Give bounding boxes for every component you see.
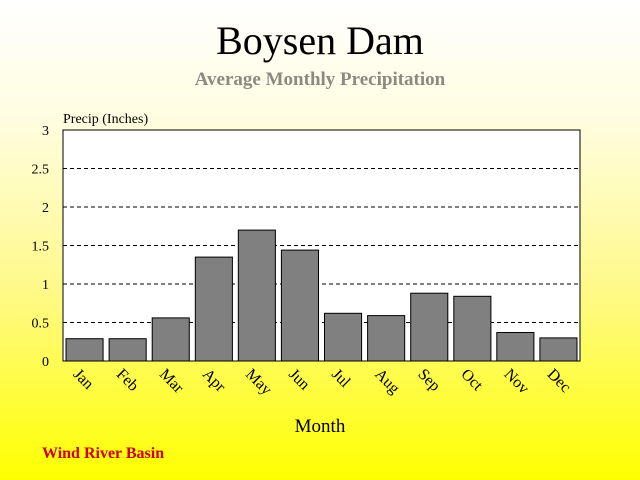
- bar-sep: [410, 292, 449, 362]
- x-tick-label-may: May: [242, 366, 275, 399]
- bar-jan: [65, 338, 104, 362]
- x-tick-label-aug: Aug: [371, 366, 403, 398]
- x-tick-label-mar: Mar: [156, 366, 187, 397]
- x-tick-label-nov: Nov: [501, 366, 533, 398]
- bar-jul: [324, 312, 363, 362]
- bar-apr: [194, 256, 233, 362]
- x-tick-label-jun: Jun: [285, 366, 313, 394]
- bar-nov: [496, 332, 535, 362]
- y-tick-label: 2.5: [32, 163, 50, 178]
- x-tick-label-sep: Sep: [414, 366, 443, 395]
- x-axis-label: Month: [295, 416, 346, 437]
- basin-label: Wind River Basin: [42, 445, 165, 462]
- y-tick-label: 0: [42, 355, 49, 370]
- x-tick-label-feb: Feb: [113, 366, 142, 395]
- chart-subtitle: Average Monthly Precipitation: [194, 69, 446, 90]
- y-tick-label: 2: [42, 201, 49, 216]
- x-tick-label-jul: Jul: [328, 366, 354, 392]
- x-tick-label-apr: Apr: [199, 366, 229, 396]
- bar-mar: [151, 317, 190, 362]
- bar-oct: [453, 295, 492, 362]
- y-tick-label: 1.5: [32, 240, 50, 255]
- y-axis-label: Precip (Inches): [63, 112, 148, 127]
- bar-may: [237, 229, 276, 362]
- y-tick-label: 3: [42, 124, 49, 139]
- x-axis-labels: Jan Feb Mar Apr May Jun Jul Aug Sep Oct Nov Dec: [70, 366, 574, 399]
- y-axis-ticks: 0 0.5 1 1.5 2 2.5 3: [32, 124, 50, 370]
- x-tick-label-dec: Dec: [544, 366, 574, 396]
- x-tick-label-jan: Jan: [70, 366, 97, 393]
- bar-aug: [367, 315, 406, 362]
- bar-dec: [539, 337, 578, 362]
- x-tick-label-oct: Oct: [457, 366, 486, 395]
- chart-title: Boysen Dam: [216, 18, 424, 63]
- y-tick-label: 1: [42, 278, 49, 293]
- bar-feb: [108, 338, 147, 362]
- gridlines: [63, 168, 580, 323]
- y-tick-label: 0.5: [32, 317, 50, 332]
- bar-jun: [280, 249, 319, 362]
- bars: [65, 229, 578, 362]
